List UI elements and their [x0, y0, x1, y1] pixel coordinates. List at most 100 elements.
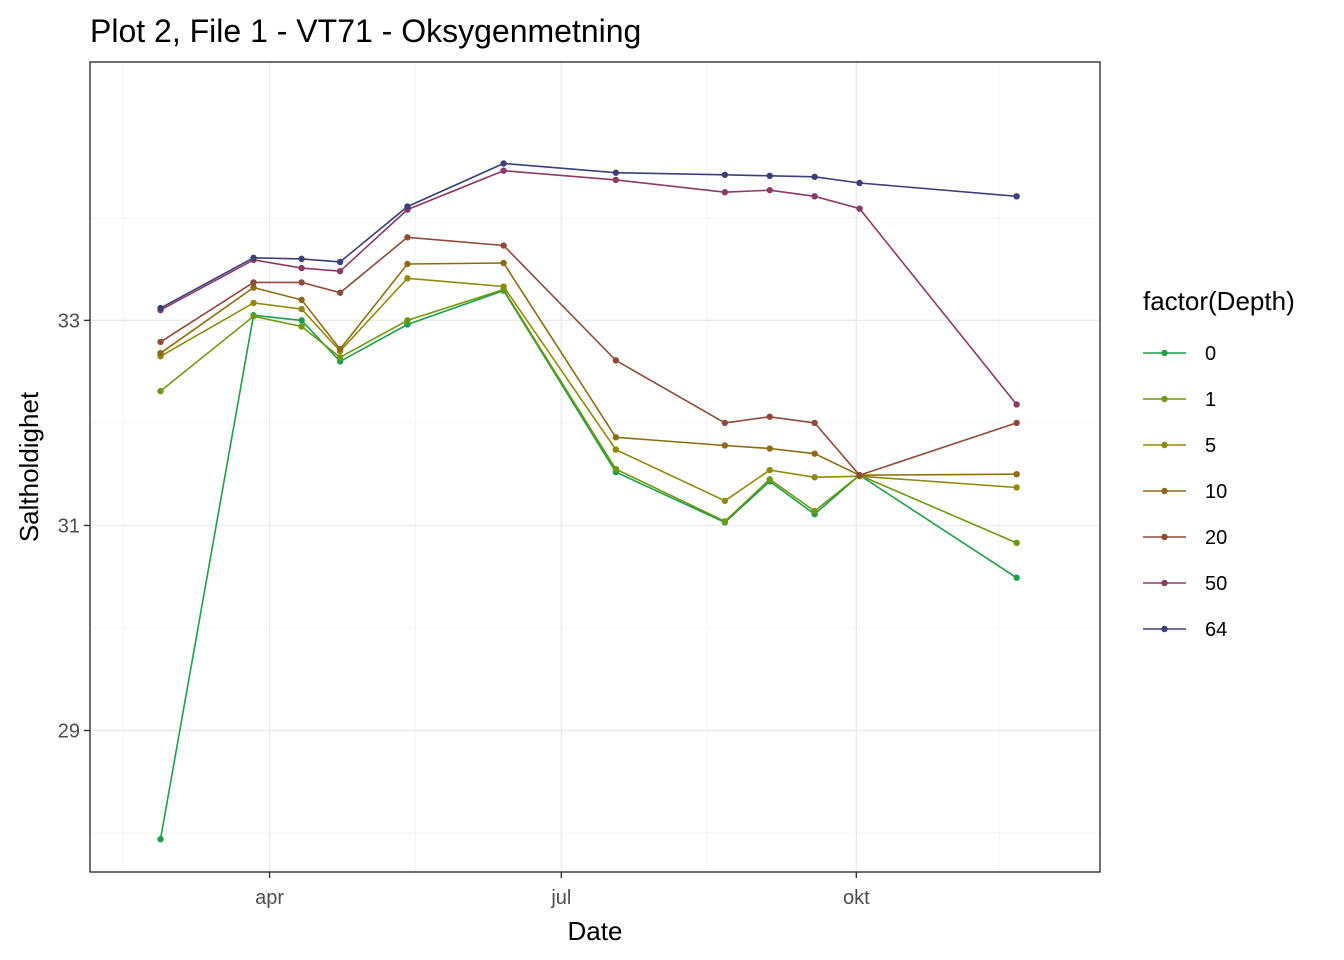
legend: factor(Depth) 0 1 5 10 20 50 64 — [1143, 286, 1295, 641]
legend-label-20: 20 — [1205, 527, 1227, 549]
data-point-5 — [250, 299, 257, 307]
data-point-64 — [612, 169, 620, 176]
data-point-1 — [612, 465, 620, 473]
data-point-10 — [1013, 470, 1020, 478]
data-point-1 — [250, 313, 257, 320]
series-line-50 — [160, 169, 1018, 406]
legend-key-point-5 — [1161, 441, 1168, 449]
legend-label-10: 10 — [1205, 481, 1227, 503]
legend-key-point-50 — [1161, 579, 1168, 587]
data-point-50 — [612, 176, 620, 184]
data-point-5 — [298, 305, 305, 313]
data-point-1 — [766, 476, 773, 483]
data-point-5 — [1013, 484, 1020, 491]
data-point-10 — [766, 445, 773, 452]
data-point-64 — [404, 203, 411, 210]
data-point-50 — [1013, 401, 1020, 408]
data-point-20 — [500, 242, 507, 249]
y-tick-label: 33 — [58, 310, 80, 332]
series-points — [157, 160, 1020, 843]
x-tick-label: okt — [843, 887, 870, 909]
data-point-20 — [766, 413, 773, 420]
data-point-1 — [336, 354, 344, 361]
data-point-5 — [766, 466, 773, 474]
data-point-64 — [1013, 193, 1020, 200]
data-point-10 — [250, 284, 257, 291]
data-point-1 — [1013, 539, 1020, 547]
data-point-64 — [766, 172, 773, 180]
data-point-20 — [336, 289, 344, 296]
gridlines — [90, 62, 1100, 872]
series-line-0 — [159, 289, 1018, 840]
x-axis: apr jul okt — [255, 872, 870, 909]
legend-key-point-1 — [1161, 395, 1168, 403]
legend-key-point-64 — [1161, 625, 1168, 633]
data-point-20 — [250, 279, 257, 286]
chart-title: Plot 2, File 1 - VT71 - Oksygenmetning — [90, 13, 641, 49]
legend-label-50: 50 — [1205, 573, 1227, 595]
data-point-20 — [298, 279, 305, 286]
data-point-10 — [612, 434, 620, 441]
data-point-5 — [721, 497, 729, 505]
data-point-50 — [856, 205, 863, 212]
data-point-50 — [766, 186, 773, 194]
series-lines — [159, 162, 1018, 840]
y-axis-title: Saltholdighet — [14, 391, 44, 542]
data-point-64 — [811, 173, 818, 181]
data-point-50 — [298, 264, 305, 272]
series-line-10 — [160, 262, 1017, 477]
x-tick-label: jul — [550, 887, 571, 909]
legend-key-point-10 — [1161, 487, 1168, 495]
data-point-1 — [811, 507, 818, 515]
data-point-50 — [500, 167, 507, 174]
data-point-64 — [157, 304, 164, 312]
data-point-20 — [404, 234, 411, 241]
legend-label-0: 0 — [1205, 343, 1216, 365]
panel-background — [90, 62, 1100, 872]
legend-label-64: 64 — [1205, 619, 1227, 641]
series-line-5 — [160, 277, 1017, 502]
y-tick-label: 31 — [58, 515, 80, 537]
plot-panel — [89, 61, 1101, 873]
data-point-10 — [157, 349, 164, 357]
data-point-0 — [298, 317, 305, 324]
data-point-64 — [856, 179, 863, 187]
data-point-20 — [157, 338, 164, 346]
data-point-0 — [157, 835, 164, 843]
y-axis: 29 31 33 — [58, 310, 90, 743]
data-point-64 — [721, 171, 729, 178]
series-line-64 — [160, 162, 1017, 309]
legend-label-1: 1 — [1205, 389, 1216, 411]
data-point-20 — [811, 419, 818, 427]
data-point-1 — [157, 387, 164, 395]
data-point-5 — [404, 275, 411, 282]
data-point-10 — [298, 296, 305, 304]
legend-title: factor(Depth) — [1143, 286, 1295, 316]
y-tick-label: 29 — [58, 721, 80, 743]
legend-key-point-0 — [1161, 349, 1168, 357]
legend-items: 0 1 5 10 20 50 64 — [1143, 343, 1227, 641]
x-axis-title: Date — [568, 916, 623, 946]
data-point-50 — [721, 189, 729, 196]
data-point-1 — [404, 317, 411, 324]
panel-border — [89, 61, 1101, 873]
data-point-10 — [500, 259, 507, 267]
data-point-50 — [336, 267, 344, 275]
data-point-20 — [721, 419, 729, 427]
series-line-20 — [160, 236, 1017, 477]
data-point-20 — [612, 357, 620, 364]
data-point-64 — [500, 160, 507, 167]
data-point-64 — [336, 258, 344, 266]
series-line-1 — [159, 288, 1017, 544]
data-point-0 — [1013, 574, 1020, 581]
data-point-10 — [721, 442, 729, 449]
data-point-10 — [336, 345, 344, 353]
data-point-10 — [811, 450, 818, 457]
data-point-5 — [612, 446, 620, 453]
x-tick-label: apr — [255, 887, 284, 909]
data-point-20 — [856, 472, 863, 479]
data-point-64 — [298, 255, 305, 263]
data-point-5 — [500, 283, 507, 290]
data-point-10 — [404, 260, 411, 268]
